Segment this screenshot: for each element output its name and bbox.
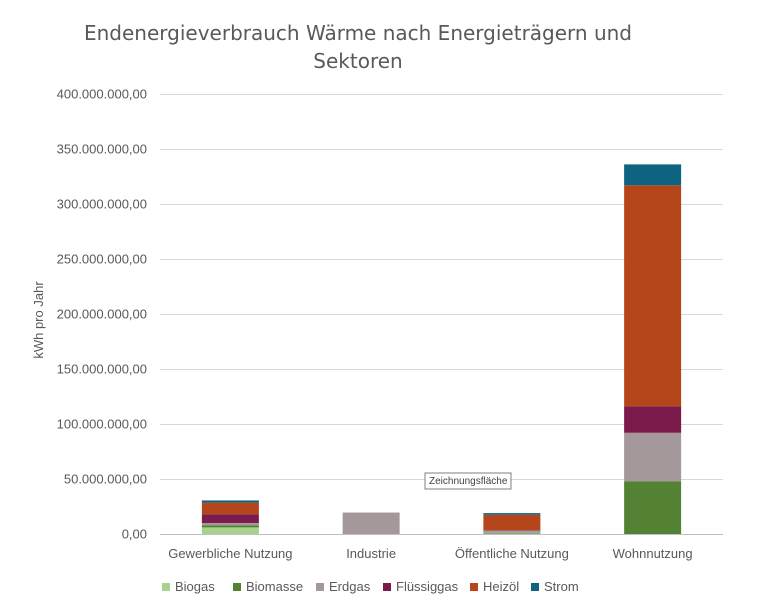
bar-segment[interactable]: [624, 481, 682, 534]
bar-segment[interactable]: [201, 527, 259, 534]
y-tick-label: 100.000.000,00: [57, 417, 147, 432]
bar-segment[interactable]: [201, 525, 259, 528]
y-tick-label: 0,00: [122, 527, 147, 542]
plot-area-tooltip: Zeichnungsfläche: [424, 472, 512, 490]
y-tick-label: 250.000.000,00: [57, 252, 147, 267]
bar-segment[interactable]: [483, 530, 541, 533]
bar-segment[interactable]: [483, 514, 541, 531]
gridlines: [160, 94, 723, 535]
y-tick-label: 350.000.000,00: [57, 142, 147, 157]
bar-segment[interactable]: [483, 530, 541, 531]
y-tick-label: 200.000.000,00: [57, 307, 147, 322]
legend-label[interactable]: Erdgas: [329, 579, 371, 594]
y-tick-label: 300.000.000,00: [57, 197, 147, 212]
x-axis-categories: Gewerbliche Nutzung Industrie Öffentliche …: [168, 546, 692, 561]
legend-swatch[interactable]: [316, 583, 324, 591]
legend-swatch[interactable]: [233, 583, 241, 591]
bar-segment[interactable]: [483, 532, 541, 534]
bar-segment[interactable]: [201, 514, 259, 523]
tooltip-text: Zeichnungsfläche: [429, 476, 508, 487]
bar-segment[interactable]: [624, 185, 682, 407]
legend-swatch[interactable]: [162, 583, 170, 591]
legend-label[interactable]: Strom: [544, 579, 579, 594]
bar-segment[interactable]: [483, 533, 541, 534]
chart-title-line-1: Endenergieverbrauch Wärme nach Energietr…: [84, 21, 632, 45]
bar-segment[interactable]: [201, 523, 259, 526]
bar-segment[interactable]: [624, 164, 682, 186]
legend[interactable]: Biogas Biomasse Erdgas Flüssiggas Heizöl Stro…: [162, 579, 579, 594]
y-tick-label: 400.000.000,00: [57, 87, 147, 102]
legend-label[interactable]: Flüssiggas: [396, 579, 459, 594]
legend-swatch[interactable]: [531, 583, 539, 591]
bars[interactable]: [201, 164, 682, 534]
bar-segment[interactable]: [624, 432, 682, 482]
bar-segment[interactable]: [483, 513, 541, 515]
legend-swatch[interactable]: [470, 583, 478, 591]
x-category-label: Industrie: [346, 546, 396, 561]
y-tick-label: 150.000.000,00: [57, 362, 147, 377]
bar-segment[interactable]: [201, 500, 259, 503]
tooltip-box: [424, 472, 512, 490]
legend-label[interactable]: Biogas: [175, 579, 215, 594]
legend-swatch[interactable]: [383, 583, 391, 591]
x-category-label: Öffentliche Nutzung: [455, 546, 569, 561]
y-axis-ticks: 0,00 50.000.000,00 100.000.000,00 150.000.0…: [57, 87, 147, 542]
bar-segment[interactable]: [201, 502, 259, 515]
legend-label[interactable]: Biomasse: [246, 579, 303, 594]
x-category-label: Gewerbliche Nutzung: [168, 546, 292, 561]
legend-label[interactable]: Heizöl: [483, 579, 519, 594]
bar-segment[interactable]: [342, 512, 400, 534]
x-category-label: Wohnnutzung: [613, 546, 693, 561]
chart-title-line-2: Sektoren: [313, 49, 402, 73]
bar-segment[interactable]: [624, 406, 682, 433]
y-axis-title: kWh pro Jahr: [31, 281, 46, 359]
y-tick-label: 50.000.000,00: [64, 472, 147, 487]
